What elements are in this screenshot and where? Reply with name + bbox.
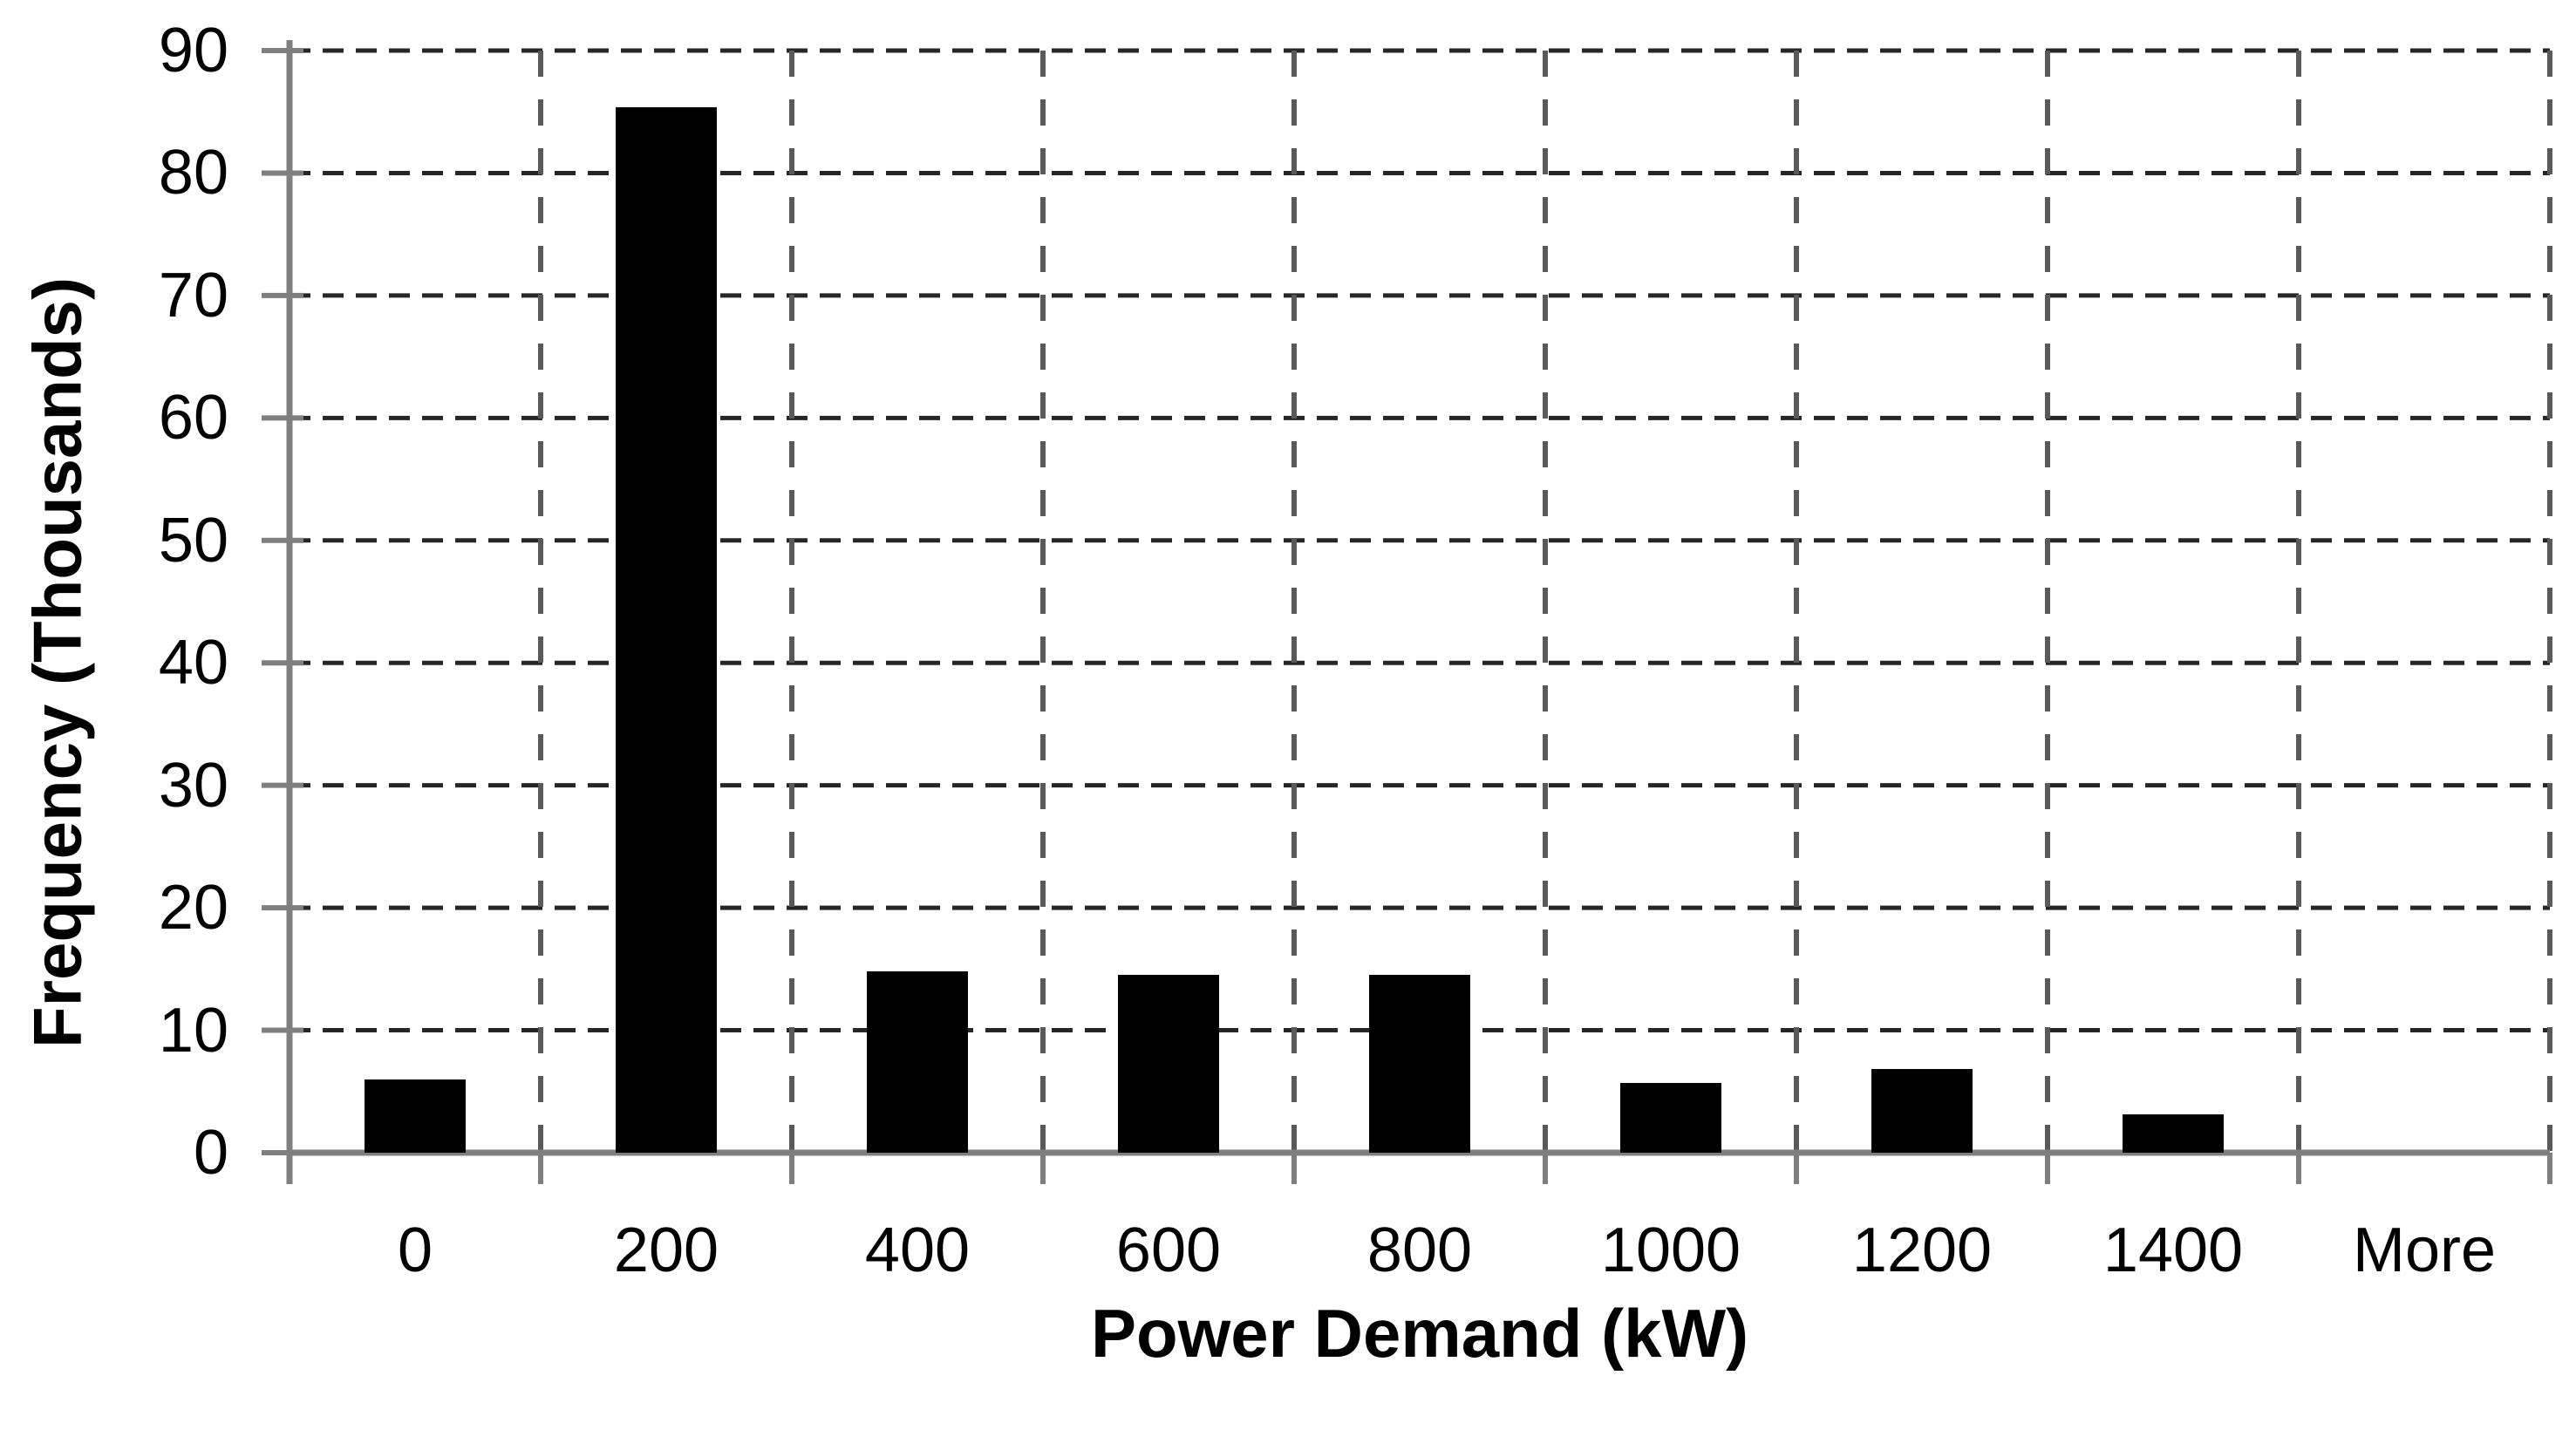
x-tick-label-600: 600 — [1115, 1216, 1222, 1285]
y-tick-label-50: 50 — [158, 505, 228, 575]
y-tick-label-40: 40 — [158, 628, 228, 698]
x-tick-label-800: 800 — [1366, 1216, 1473, 1285]
y-tick-label-0: 0 — [193, 1118, 228, 1188]
y-tick-label-80: 80 — [158, 138, 228, 208]
y-tick-label-20: 20 — [158, 873, 228, 943]
x-tick-label-200: 200 — [613, 1216, 719, 1285]
x-tick-label-1000: 1000 — [1600, 1216, 1741, 1285]
bar-1400 — [2122, 1114, 2225, 1153]
x-tick-label-More: More — [2352, 1216, 2497, 1285]
bar-800 — [1368, 975, 1471, 1153]
x-axis-title: Power Demand (kW) — [1090, 1295, 1749, 1372]
bar-1000 — [1619, 1082, 1722, 1153]
y-tick-label-30: 30 — [158, 750, 228, 821]
y-tick-label-90: 90 — [158, 16, 228, 85]
bar-200 — [615, 106, 718, 1153]
y-tick-label-60: 60 — [158, 383, 228, 453]
y-tick-label-70: 70 — [158, 260, 228, 330]
y-tick-label-10: 10 — [158, 995, 228, 1066]
x-tick-label-1400: 1400 — [2102, 1216, 2244, 1285]
bar-400 — [866, 971, 969, 1153]
bar-1200 — [1871, 1069, 1973, 1153]
bar-600 — [1117, 975, 1220, 1153]
x-tick-label-1200: 1200 — [1851, 1216, 1993, 1285]
bar-0 — [364, 1079, 467, 1153]
x-tick-label-400: 400 — [864, 1216, 971, 1285]
x-tick-label-0: 0 — [397, 1216, 433, 1285]
